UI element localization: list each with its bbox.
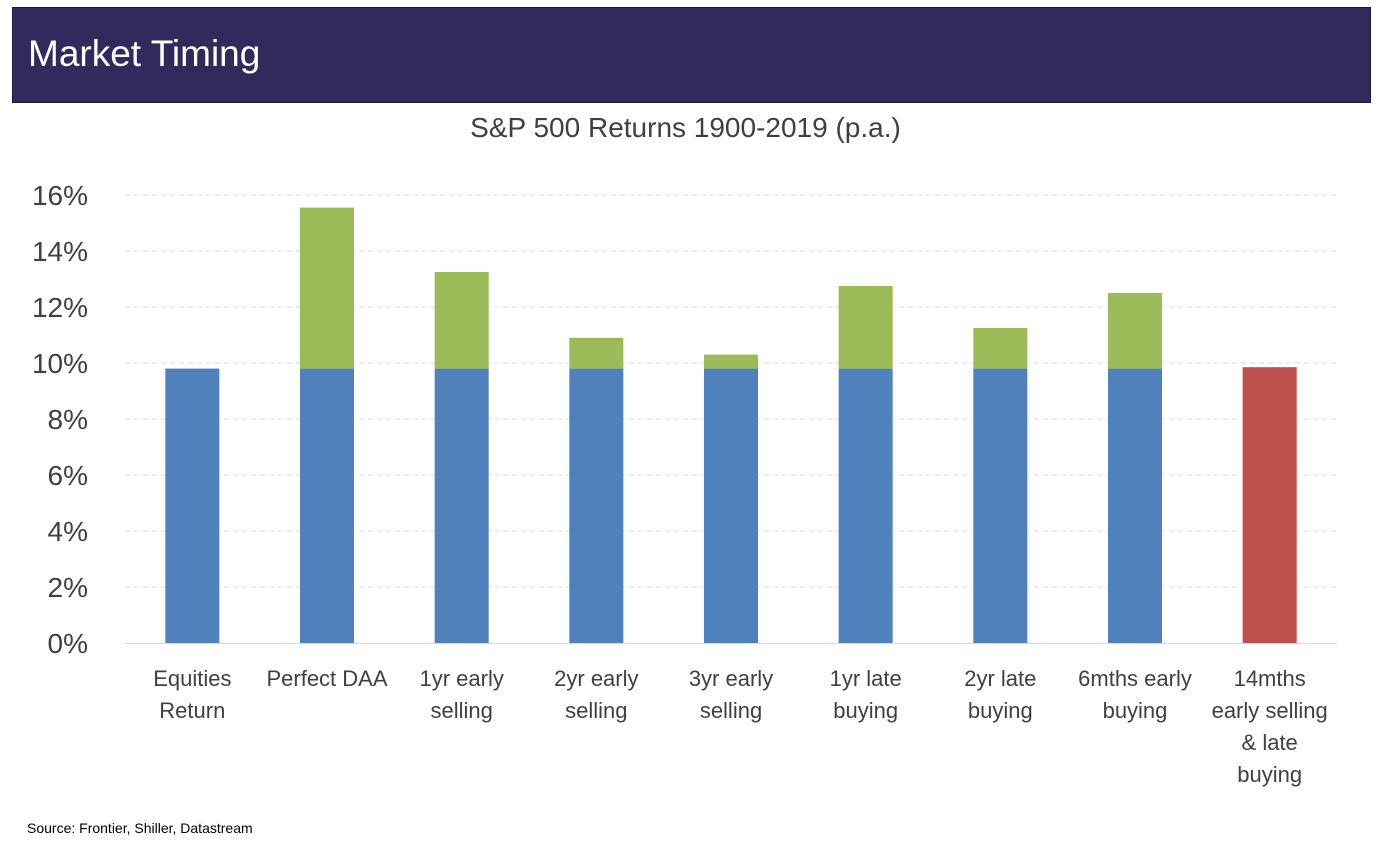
x-tick-label-line: 2yr late: [964, 666, 1036, 691]
chart-title: S&P 500 Returns 1900-2019 (p.a.): [470, 112, 901, 143]
x-tick-label: 3yr early selling: [689, 666, 773, 723]
x-tick-label-line: & late: [1242, 730, 1298, 755]
bar-segment: [1108, 293, 1162, 369]
x-tick-label-line: selling: [700, 698, 762, 723]
x-tick-label-line: Perfect DAA: [266, 666, 387, 691]
x-tick-label-line: buying: [833, 698, 898, 723]
x-tick-label: 1yr early selling: [419, 666, 503, 723]
bar-segment: [838, 368, 893, 643]
bar-segment: [1242, 367, 1297, 643]
x-tick-label-line: 14mths: [1234, 666, 1306, 691]
bar-segment: [704, 368, 758, 643]
x-tick-label-line: 3yr early: [689, 666, 773, 691]
x-tick-label-line: buying: [1237, 762, 1302, 787]
page-title: Market Timing: [28, 33, 261, 74]
bar-segment: [569, 368, 624, 643]
x-tick-label-line: selling: [430, 698, 492, 723]
source-note: Source: Frontier, Shiller, Datastream: [27, 820, 253, 836]
x-tick-label: 1yr late buying: [830, 666, 902, 723]
x-tick-label-line: buying: [1103, 698, 1168, 723]
x-tick-label-line: selling: [565, 698, 627, 723]
y-tick-label: 10%: [32, 348, 88, 379]
y-tick-label: 8%: [48, 404, 88, 435]
x-tick-label-line: 1yr late: [830, 666, 902, 691]
bar-segment: [300, 207, 354, 369]
y-tick-label: 4%: [48, 516, 88, 547]
x-tick-label: 2yr early selling: [554, 666, 638, 723]
x-tick-label-line: Equities: [153, 666, 231, 691]
y-tick-label: 16%: [32, 180, 88, 211]
x-tick-label: Perfect DAA: [266, 666, 387, 691]
bar-segment: [300, 368, 354, 643]
x-tick-label: 6mths early buying: [1078, 666, 1192, 723]
x-tick-label-line: buying: [968, 698, 1033, 723]
x-tick-label-line: Return: [159, 698, 225, 723]
bar-segment: [434, 368, 489, 643]
bar-segment: [569, 337, 624, 369]
x-tick-label: 2yr late buying: [964, 666, 1036, 723]
y-tick-label: 12%: [32, 292, 88, 323]
bar-segment: [973, 328, 1028, 369]
title-bar: Market Timing: [12, 7, 1371, 103]
y-tick-label: 0%: [48, 628, 88, 659]
bar-segment: [973, 368, 1028, 643]
y-tick-label: 6%: [48, 460, 88, 491]
x-tick-label: 14mths early selling & late buying: [1212, 666, 1328, 787]
x-tick-label: Equities Return: [153, 666, 231, 723]
y-tick-label: 14%: [32, 236, 88, 267]
bar-segment: [165, 368, 220, 643]
bar-segment: [1108, 368, 1162, 643]
x-tick-label-line: 6mths early: [1078, 666, 1192, 691]
bar-segment: [838, 286, 893, 369]
x-tick-label-line: early selling: [1212, 698, 1328, 723]
bar-segment: [704, 354, 758, 369]
x-tick-label-line: 2yr early: [554, 666, 638, 691]
bar-segment: [434, 272, 489, 369]
x-tick-label-line: 1yr early: [419, 666, 503, 691]
y-tick-label: 2%: [48, 572, 88, 603]
